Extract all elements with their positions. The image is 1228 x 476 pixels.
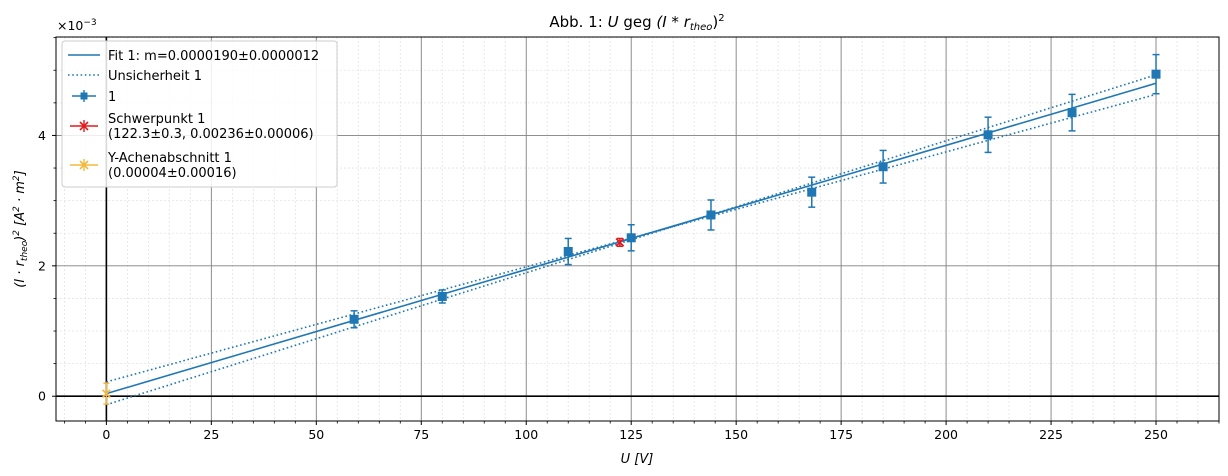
y-tick-label: 0 <box>38 389 46 404</box>
x-tick-label: 100 <box>514 427 538 442</box>
data-point <box>983 130 993 140</box>
centroid-marker <box>615 237 625 247</box>
x-tick-label: 75 <box>413 427 429 442</box>
intercept-marker <box>101 389 111 399</box>
uncertainty-line <box>106 93 1157 383</box>
y-axis-label: (I · rtheo)2 [A2 · m2] <box>12 170 30 287</box>
legend-intercept-label-2: (0.00004±0.00016) <box>108 166 237 181</box>
data-point <box>626 233 636 243</box>
x-tick-label: 50 <box>308 427 324 442</box>
data-point <box>563 246 573 256</box>
data-point <box>706 210 716 220</box>
x-axis-label: U [V] <box>621 452 654 467</box>
data-point <box>1151 69 1161 79</box>
chart-title: Abb. 1: U geg (I * rtheo)2 <box>549 13 724 33</box>
y-scale-note: ×10−3 <box>57 18 97 33</box>
x-axis-ticks: 0 25 50 75 100 125 150 175 200 225 250 <box>63 421 1220 442</box>
y-axis-ticks: 0 2 4 <box>38 37 56 404</box>
legend-fit-label: Fit 1: m=0.0000190±0.0000012 <box>108 49 319 64</box>
y-tick-label: 4 <box>38 128 46 143</box>
legend-data-label: 1 <box>108 90 116 105</box>
legend-centroid-swatch <box>70 120 98 132</box>
legend-box <box>61 40 338 188</box>
data-point <box>437 291 447 301</box>
x-tick-label: 225 <box>1039 427 1063 442</box>
legend-centroid-label-1: Schwerpunkt 1 <box>108 112 205 127</box>
legend-data-swatch <box>72 90 96 102</box>
data-points <box>101 53 1161 405</box>
legend: Fit 1: m=0.0000190±0.0000012 Unsicherhei… <box>61 40 338 188</box>
x-tick-label: 200 <box>934 427 958 442</box>
x-tick-label: 150 <box>724 427 748 442</box>
x-tick-label: 0 <box>102 427 110 442</box>
plot-frame <box>55 36 1220 422</box>
data-point <box>1067 108 1077 118</box>
x-tick-label: 175 <box>829 427 853 442</box>
legend-centroid-label-2: (122.3±0.3, 0.00236±0.00006) <box>108 127 314 142</box>
y-tick-label: 2 <box>38 258 46 273</box>
data-point <box>807 187 817 197</box>
uncertainty-line <box>106 74 1157 406</box>
legend-intercept-label-1: Y-Achenabschnitt 1 <box>107 151 232 166</box>
data-point <box>878 162 888 172</box>
legend-uncertainty-label: Unsicherheit 1 <box>108 69 202 84</box>
x-tick-label: 25 <box>203 427 219 442</box>
x-tick-label: 250 <box>1144 427 1168 442</box>
legend-intercept-swatch <box>70 159 98 171</box>
data-point <box>349 314 359 324</box>
x-tick-label: 125 <box>619 427 643 442</box>
